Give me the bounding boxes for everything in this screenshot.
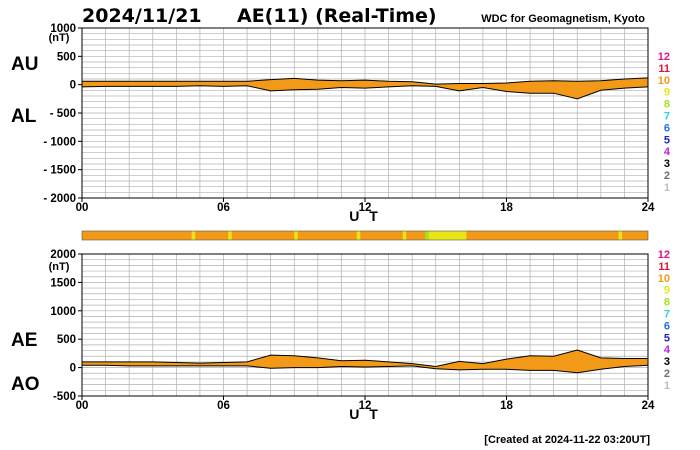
activity-bar-segment	[228, 231, 232, 240]
au-al-band	[81, 77, 649, 100]
legend-entry: 2	[664, 368, 670, 380]
activity-bar-segment	[191, 231, 196, 240]
y-tick-label: - 500	[50, 108, 76, 120]
date-heading: 2024/11/21	[82, 5, 202, 27]
y-tick-label: 0	[70, 363, 76, 375]
y-tick-label: -500	[53, 391, 76, 403]
upper-envelope-line	[82, 77, 649, 85]
x-tick-label: 06	[217, 400, 230, 412]
activity-bar-segment	[425, 231, 429, 240]
legend-entry: 9	[664, 87, 670, 99]
legend-entry: 7	[664, 309, 670, 321]
legend-entry: 6	[664, 320, 670, 332]
y-tick-label: - 1000	[43, 136, 76, 148]
y-tick-label: 0	[70, 80, 76, 92]
lower-envelope-line	[81, 85, 649, 100]
ao-label: AO	[11, 374, 40, 395]
activity-bar-frame	[81, 230, 649, 241]
y-tick-label: 2000	[50, 249, 76, 261]
au-al-y-ticks: 1000 500 0 - 500 - 1000 - 1500 - 2000	[43, 23, 82, 205]
legend-entry: 4	[664, 344, 671, 356]
x-tick-label: 18	[500, 202, 513, 214]
activity-bar-segment	[402, 231, 407, 240]
legend-entry: 12	[658, 51, 670, 63]
x-tick-label: 24	[642, 202, 655, 214]
al-label: AL	[11, 106, 37, 127]
legend-entry: 3	[664, 356, 670, 368]
au-label: AU	[11, 54, 38, 75]
lower-envelope-line	[82, 364, 649, 374]
legend-entry: 3	[664, 158, 670, 170]
au-al-x-axis-label: U T	[349, 208, 381, 224]
y-tick-label: 1000	[50, 23, 76, 35]
legend-entry: 10	[658, 75, 670, 87]
x-tick-label: 12	[359, 400, 372, 412]
activity-bar-segment	[294, 231, 298, 240]
legend-entry: 12	[658, 249, 670, 261]
activity-color-bar	[81, 230, 649, 241]
legend-entry: 8	[664, 99, 670, 111]
legend-entry: 11	[658, 261, 670, 273]
au-al-gridlines	[82, 28, 648, 198]
y-tick-label: 1500	[50, 277, 76, 289]
legend-entry: 10	[658, 273, 670, 285]
ae-ao-x-axis-label: U T	[349, 406, 381, 422]
x-tick-label: 24	[642, 400, 655, 412]
legend-entry: 6	[664, 122, 670, 134]
index-band-area	[82, 350, 648, 373]
ae-ao-unit-label: (nT)	[49, 261, 70, 273]
legend-entry: 2	[664, 170, 670, 182]
y-tick-label: - 1500	[43, 165, 76, 177]
legend-entry: 11	[658, 63, 670, 75]
ae-ao-band	[82, 349, 649, 374]
legend-entry: 7	[664, 111, 670, 123]
y-tick-label: 500	[57, 334, 76, 346]
x-tick-label: 12	[359, 202, 372, 214]
y-tick-label: 1000	[50, 306, 76, 318]
ae-ao-y-ticks: 2000 1500 1000 500 0 -500	[50, 249, 82, 403]
legend-entry: 4	[664, 146, 671, 158]
legend-entry: 1	[664, 182, 670, 194]
x-tick-label: 18	[500, 400, 513, 412]
figure-title: AE(11) (Real-Time)	[237, 5, 437, 27]
ae-ao-x-ticks: 00 06 12 18 24	[76, 396, 655, 412]
y-tick-label: - 2000	[43, 193, 76, 205]
legend-entry: 1	[664, 380, 670, 392]
upper-envelope-line	[82, 349, 648, 368]
legend-entry: 8	[664, 297, 670, 309]
organization-label: WDC for Geomagnetism, Kyoto	[481, 13, 645, 25]
created-timestamp: [Created at 2024-11-22 03:20UT]	[484, 434, 650, 446]
activity-bar-segment	[428, 231, 467, 240]
x-tick-label: 00	[76, 202, 89, 214]
au-al-unit-label: (nT)	[49, 32, 70, 44]
au-al-x-ticks: 00 06 12 18 24	[76, 198, 655, 214]
x-tick-label: 06	[217, 202, 230, 214]
y-tick-label: 500	[57, 51, 76, 63]
legend-entry: 5	[664, 332, 670, 344]
ae-label: AE	[11, 330, 37, 351]
activity-bar-segment	[618, 231, 623, 240]
legend-entry: 5	[664, 134, 670, 146]
activity-bar-base	[82, 231, 648, 240]
x-tick-label: 00	[76, 400, 89, 412]
activity-bar-segment	[356, 231, 361, 240]
au-al-panel: 1000 500 0 - 500 - 1000 - 1500 - 2000 00 06 12 18…	[11, 23, 655, 224]
legend-entry: 9	[664, 285, 670, 297]
ae-ao-gridlines	[82, 254, 648, 396]
